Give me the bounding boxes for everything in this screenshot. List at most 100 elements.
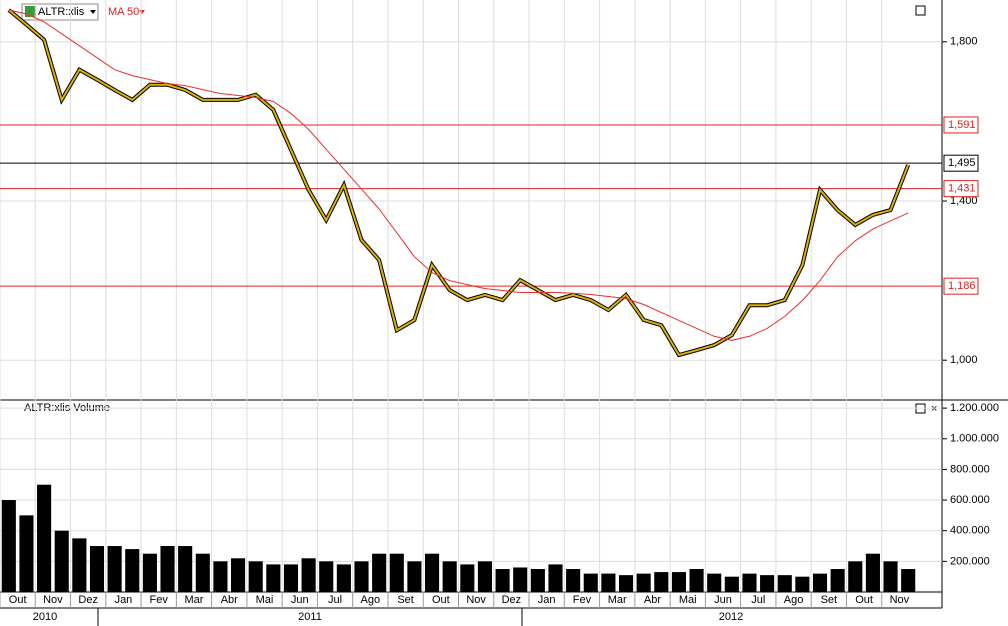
x-tick-label: Fev: [573, 594, 592, 606]
x-tick-label: Jan: [538, 594, 556, 606]
volume-bar: [107, 546, 122, 592]
volume-bar: [72, 538, 87, 592]
volume-bar: [689, 569, 704, 592]
level-label: 1,495: [948, 157, 976, 169]
volume-bar: [442, 561, 457, 592]
ma-line: [8, 9, 909, 341]
x-tick-label: Nov: [466, 594, 486, 606]
volume-bar: [354, 561, 369, 592]
x-tick-label: Jul: [328, 594, 342, 606]
dropdown-arrow[interactable]: [90, 10, 96, 14]
y-tick-label: 800.000: [950, 463, 990, 475]
level-label: 1,186: [948, 280, 976, 292]
volume-bar: [372, 553, 387, 592]
x-tick-label: Out: [855, 594, 873, 606]
volume-bar: [319, 561, 334, 592]
x-tick-label: Mar: [608, 594, 627, 606]
volume-bar: [724, 576, 739, 592]
level-box: [943, 154, 979, 172]
x-tick-label: Ago: [784, 594, 804, 606]
volume-bar: [424, 553, 440, 592]
y-tick-label: 1,000: [950, 354, 978, 366]
volume-bar: [618, 575, 634, 592]
volume-bar: [601, 573, 616, 592]
volume-bar: [566, 569, 581, 592]
volume-bar: [636, 573, 651, 592]
x-tick-label: Jun: [714, 594, 732, 606]
x-tick-label: Mai: [679, 594, 697, 606]
close-button[interactable]: ×: [931, 403, 937, 415]
x-tick-label: Ago: [361, 594, 381, 606]
x-tick-label: Fev: [150, 594, 169, 606]
volume-bar: [583, 573, 598, 592]
volume-bar: [125, 549, 140, 592]
y-tick-label: 1,800: [950, 36, 978, 48]
volume-bar: [266, 564, 281, 592]
volume-bar: [389, 553, 404, 592]
level-label: 1,431: [948, 183, 976, 195]
volume-bar: [142, 553, 157, 592]
volume-bar: [812, 573, 828, 592]
volume-bar: [213, 561, 228, 592]
level-box: [943, 180, 979, 198]
y-tick-label: 1,400: [950, 195, 978, 207]
x-tick-label: Mai: [256, 594, 274, 606]
y-tick-label: 1.200.000: [950, 402, 999, 414]
dropdown-arrow[interactable]: [139, 10, 145, 14]
level-label: 1,591: [948, 119, 976, 131]
volume-bar: [848, 561, 863, 592]
volume-bar: [865, 553, 880, 592]
volume-bar: [160, 546, 175, 592]
indicator-label[interactable]: MA 50: [108, 6, 139, 18]
volume-bar: [901, 569, 916, 592]
volume-bar: [530, 569, 545, 592]
volume-bar: [301, 558, 316, 592]
volume-bar: [830, 569, 845, 592]
x-tick-label: Dez: [78, 594, 98, 606]
volume-bar: [883, 561, 898, 592]
volume-bar: [777, 575, 792, 592]
y-tick-label: 1.000.000: [950, 433, 999, 445]
volume-bar: [671, 572, 686, 592]
year-label: 2010: [33, 611, 57, 623]
volume-bar: [460, 564, 475, 592]
volume-bar: [513, 567, 528, 592]
volume-bar: [178, 546, 193, 592]
y-tick-label: 400.000: [950, 525, 990, 537]
x-tick-label: Dez: [502, 594, 522, 606]
volume-bar: [54, 530, 69, 592]
level-box: [943, 277, 979, 295]
year-label: 2011: [298, 611, 322, 623]
volume-bar: [760, 575, 775, 592]
volume-bar: [654, 572, 669, 592]
x-tick-label: Set: [821, 594, 838, 606]
volume-bar: [477, 561, 493, 592]
x-tick-label: Out: [432, 594, 450, 606]
volume-bar: [336, 564, 351, 592]
x-tick-label: Jul: [751, 594, 765, 606]
volume-bar: [548, 564, 563, 592]
volume-bar: [195, 553, 210, 592]
volume-bar: [283, 564, 299, 592]
symbol-label[interactable]: ALTR:xlis: [38, 6, 85, 18]
volume-bar: [1, 500, 16, 592]
volume-bar: [707, 573, 722, 592]
volume-bar: [231, 558, 246, 592]
volume-bar: [37, 484, 52, 592]
y-tick-label: 200.000: [950, 555, 990, 567]
x-tick-label: Abr: [644, 594, 661, 606]
maximize-button[interactable]: [915, 5, 926, 16]
x-tick-label: Nov: [43, 594, 63, 606]
x-tick-label: Abr: [221, 594, 238, 606]
x-tick-label: Nov: [890, 594, 910, 606]
symbol-box[interactable]: [21, 3, 99, 21]
symbol-icon: [25, 6, 36, 17]
x-tick-label: Set: [397, 594, 414, 606]
level-box: [943, 116, 979, 134]
volume-bar: [89, 546, 105, 592]
volume-bar: [19, 515, 34, 592]
year-label: 2012: [719, 611, 743, 623]
x-tick-label: Out: [9, 594, 27, 606]
volume-bar: [742, 573, 757, 592]
